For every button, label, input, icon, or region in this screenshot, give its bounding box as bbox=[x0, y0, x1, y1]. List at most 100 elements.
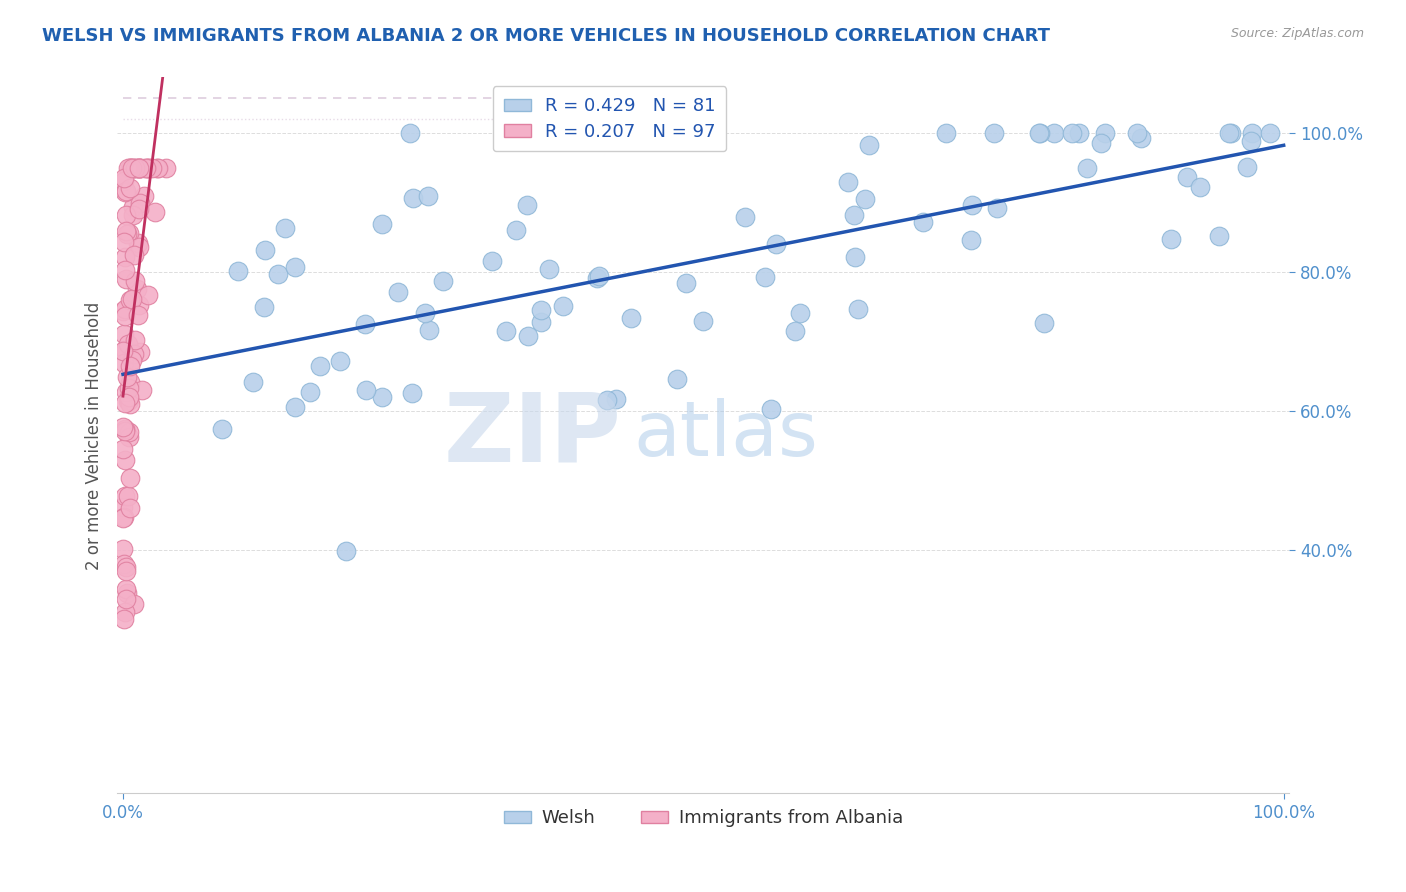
Point bbox=[588, 268, 610, 283]
Point bbox=[114, 250, 136, 264]
Point bbox=[112, 170, 135, 185]
Point bbox=[114, 591, 136, 606]
Point bbox=[127, 235, 149, 250]
Point bbox=[117, 227, 139, 241]
Y-axis label: 2 or more Vehicles in Household: 2 or more Vehicles in Household bbox=[86, 301, 103, 569]
Point bbox=[128, 298, 150, 312]
Point bbox=[844, 207, 866, 221]
Point bbox=[114, 309, 136, 323]
Point bbox=[120, 293, 142, 307]
Point bbox=[1220, 126, 1243, 140]
Point bbox=[155, 161, 177, 175]
Point bbox=[401, 385, 423, 400]
Point bbox=[124, 274, 146, 288]
Point bbox=[329, 354, 352, 368]
Point bbox=[146, 161, 169, 175]
Point bbox=[1067, 126, 1090, 140]
Point bbox=[759, 402, 782, 417]
Point bbox=[114, 396, 136, 410]
Point bbox=[692, 313, 714, 327]
Point bbox=[120, 161, 142, 175]
Point bbox=[122, 161, 145, 175]
Point bbox=[853, 193, 876, 207]
Point bbox=[596, 392, 619, 407]
Point bbox=[242, 375, 264, 389]
Point bbox=[114, 343, 136, 358]
Point bbox=[1240, 126, 1263, 140]
Point bbox=[789, 306, 811, 320]
Point bbox=[134, 189, 156, 203]
Point bbox=[143, 205, 166, 219]
Point bbox=[959, 233, 981, 247]
Point bbox=[1094, 126, 1116, 140]
Point bbox=[530, 315, 553, 329]
Point bbox=[128, 161, 150, 175]
Point bbox=[418, 323, 440, 337]
Point bbox=[117, 336, 139, 351]
Point bbox=[267, 267, 290, 281]
Point bbox=[112, 541, 135, 556]
Point bbox=[432, 274, 454, 288]
Point bbox=[118, 390, 141, 404]
Point bbox=[128, 161, 150, 175]
Point bbox=[112, 356, 135, 370]
Point bbox=[118, 471, 141, 485]
Point bbox=[1175, 170, 1198, 185]
Point bbox=[516, 329, 538, 343]
Point bbox=[114, 422, 136, 436]
Point bbox=[118, 375, 141, 389]
Point bbox=[960, 197, 983, 211]
Point bbox=[253, 300, 276, 314]
Point bbox=[112, 303, 135, 318]
Text: atlas: atlas bbox=[633, 399, 818, 473]
Point bbox=[128, 161, 150, 175]
Point bbox=[146, 161, 169, 175]
Point bbox=[844, 250, 866, 264]
Point bbox=[284, 400, 307, 414]
Point bbox=[117, 394, 139, 409]
Text: ZIP: ZIP bbox=[443, 389, 621, 482]
Point bbox=[118, 161, 141, 175]
Point bbox=[387, 285, 409, 300]
Point bbox=[115, 369, 138, 384]
Point bbox=[135, 161, 157, 175]
Point bbox=[754, 270, 776, 285]
Point bbox=[114, 453, 136, 467]
Point bbox=[121, 208, 143, 222]
Point bbox=[734, 211, 756, 225]
Point bbox=[115, 559, 138, 574]
Point bbox=[1236, 160, 1258, 174]
Point bbox=[118, 381, 141, 395]
Point bbox=[675, 276, 697, 290]
Point bbox=[1160, 232, 1182, 246]
Point bbox=[112, 235, 135, 249]
Point bbox=[128, 239, 150, 253]
Point bbox=[335, 544, 357, 558]
Point bbox=[620, 310, 643, 325]
Point bbox=[226, 264, 249, 278]
Point bbox=[1028, 126, 1050, 140]
Point bbox=[309, 359, 332, 373]
Point bbox=[114, 582, 136, 596]
Point bbox=[1240, 135, 1263, 149]
Point bbox=[1076, 161, 1098, 175]
Text: Source: ZipAtlas.com: Source: ZipAtlas.com bbox=[1230, 27, 1364, 40]
Point bbox=[128, 202, 150, 217]
Point bbox=[254, 243, 277, 257]
Point bbox=[118, 227, 141, 241]
Point bbox=[516, 198, 538, 212]
Point bbox=[983, 126, 1005, 140]
Point bbox=[128, 161, 150, 175]
Point bbox=[115, 184, 138, 198]
Point bbox=[416, 189, 439, 203]
Point bbox=[114, 186, 136, 200]
Point bbox=[1189, 179, 1212, 194]
Point bbox=[114, 302, 136, 317]
Point bbox=[530, 303, 553, 318]
Point bbox=[138, 161, 160, 175]
Point bbox=[115, 271, 138, 285]
Point bbox=[124, 161, 146, 175]
Point bbox=[935, 126, 957, 140]
Point bbox=[120, 397, 142, 411]
Point bbox=[495, 324, 517, 338]
